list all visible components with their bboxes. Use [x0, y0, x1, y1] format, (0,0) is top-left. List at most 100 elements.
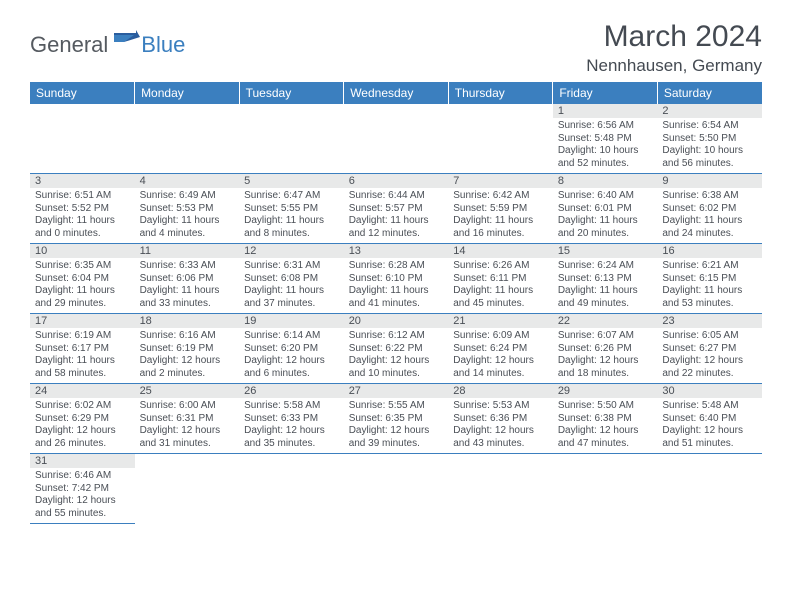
day-number: 5 — [239, 174, 344, 188]
day-details: Sunrise: 6:38 AMSunset: 6:02 PMDaylight:… — [657, 188, 762, 243]
day-number-cell: 19 — [239, 314, 344, 329]
daytext-row: Sunrise: 6:51 AMSunset: 5:52 PMDaylight:… — [30, 188, 762, 244]
day-number: 26 — [239, 384, 344, 398]
day-number-cell: 12 — [239, 244, 344, 259]
day-text-cell: Sunrise: 5:50 AMSunset: 6:38 PMDaylight:… — [553, 398, 658, 454]
day-number-cell: 17 — [30, 314, 135, 329]
day-text-cell: Sunrise: 6:05 AMSunset: 6:27 PMDaylight:… — [657, 328, 762, 384]
day-text-cell: Sunrise: 6:33 AMSunset: 6:06 PMDaylight:… — [135, 258, 240, 314]
day-number-cell: 22 — [553, 314, 658, 329]
day-number-cell — [657, 454, 762, 469]
day-details: Sunrise: 6:14 AMSunset: 6:20 PMDaylight:… — [239, 328, 344, 383]
day-text-cell — [30, 118, 135, 174]
day-details: Sunrise: 6:46 AMSunset: 7:42 PMDaylight:… — [30, 468, 135, 523]
day-details: Sunrise: 6:12 AMSunset: 6:22 PMDaylight:… — [344, 328, 449, 383]
daynum-row: 12 — [30, 104, 762, 118]
day-number: 24 — [30, 384, 135, 398]
day-number: 23 — [657, 314, 762, 328]
day-text-cell: Sunrise: 6:51 AMSunset: 5:52 PMDaylight:… — [30, 188, 135, 244]
day-number-cell: 1 — [553, 104, 658, 118]
day-number-cell — [135, 104, 240, 118]
day-number: 27 — [344, 384, 449, 398]
daytext-row: Sunrise: 6:46 AMSunset: 7:42 PMDaylight:… — [30, 468, 762, 524]
day-number-cell — [239, 104, 344, 118]
day-number: 22 — [553, 314, 658, 328]
day-details: Sunrise: 6:31 AMSunset: 6:08 PMDaylight:… — [239, 258, 344, 313]
day-details: Sunrise: 5:48 AMSunset: 6:40 PMDaylight:… — [657, 398, 762, 453]
day-number: 29 — [553, 384, 658, 398]
day-number: 6 — [344, 174, 449, 188]
daynum-row: 10111213141516 — [30, 244, 762, 259]
day-number-cell: 29 — [553, 384, 658, 399]
calendar-header: SundayMondayTuesdayWednesdayThursdayFrid… — [30, 82, 762, 104]
day-details: Sunrise: 6:56 AMSunset: 5:48 PMDaylight:… — [553, 118, 658, 173]
day-number-cell — [553, 454, 658, 469]
day-text-cell: Sunrise: 6:26 AMSunset: 6:11 PMDaylight:… — [448, 258, 553, 314]
logo: General Blue — [30, 30, 185, 59]
day-number-cell: 16 — [657, 244, 762, 259]
day-number: 7 — [448, 174, 553, 188]
day-number: 20 — [344, 314, 449, 328]
day-details: Sunrise: 6:28 AMSunset: 6:10 PMDaylight:… — [344, 258, 449, 313]
day-number: 30 — [657, 384, 762, 398]
day-number: 21 — [448, 314, 553, 328]
day-text-cell: Sunrise: 6:00 AMSunset: 6:31 PMDaylight:… — [135, 398, 240, 454]
day-number-cell: 11 — [135, 244, 240, 259]
day-number: 9 — [657, 174, 762, 188]
day-number-cell — [135, 454, 240, 469]
day-details: Sunrise: 6:19 AMSunset: 6:17 PMDaylight:… — [30, 328, 135, 383]
day-number: 8 — [553, 174, 658, 188]
daynum-row: 24252627282930 — [30, 384, 762, 399]
day-details: Sunrise: 6:02 AMSunset: 6:29 PMDaylight:… — [30, 398, 135, 453]
day-text-cell: Sunrise: 6:54 AMSunset: 5:50 PMDaylight:… — [657, 118, 762, 174]
calendar-body: 12Sunrise: 6:56 AMSunset: 5:48 PMDayligh… — [30, 104, 762, 524]
day-details: Sunrise: 6:16 AMSunset: 6:19 PMDaylight:… — [135, 328, 240, 383]
day-number-cell: 23 — [657, 314, 762, 329]
day-text-cell: Sunrise: 6:38 AMSunset: 6:02 PMDaylight:… — [657, 188, 762, 244]
day-number-cell — [448, 454, 553, 469]
day-number: 1 — [553, 104, 658, 118]
day-text-cell: Sunrise: 6:09 AMSunset: 6:24 PMDaylight:… — [448, 328, 553, 384]
day-number: 13 — [344, 244, 449, 258]
day-details: Sunrise: 6:05 AMSunset: 6:27 PMDaylight:… — [657, 328, 762, 383]
day-number-cell — [239, 454, 344, 469]
day-details: Sunrise: 6:21 AMSunset: 6:15 PMDaylight:… — [657, 258, 762, 313]
day-number: 17 — [30, 314, 135, 328]
weekday-header: Wednesday — [344, 82, 449, 104]
day-number-cell — [448, 104, 553, 118]
day-text-cell: Sunrise: 6:24 AMSunset: 6:13 PMDaylight:… — [553, 258, 658, 314]
day-details: Sunrise: 6:44 AMSunset: 5:57 PMDaylight:… — [344, 188, 449, 243]
day-text-cell — [448, 468, 553, 524]
day-text-cell: Sunrise: 6:56 AMSunset: 5:48 PMDaylight:… — [553, 118, 658, 174]
day-text-cell: Sunrise: 6:44 AMSunset: 5:57 PMDaylight:… — [344, 188, 449, 244]
day-number-cell: 18 — [135, 314, 240, 329]
day-number: 3 — [30, 174, 135, 188]
day-number: 28 — [448, 384, 553, 398]
day-number-cell: 9 — [657, 174, 762, 189]
day-number: 14 — [448, 244, 553, 258]
day-text-cell — [448, 118, 553, 174]
day-number-cell: 24 — [30, 384, 135, 399]
day-text-cell: Sunrise: 6:35 AMSunset: 6:04 PMDaylight:… — [30, 258, 135, 314]
day-number-cell: 4 — [135, 174, 240, 189]
day-number-cell: 3 — [30, 174, 135, 189]
daynum-row: 3456789 — [30, 174, 762, 189]
day-details: Sunrise: 6:40 AMSunset: 6:01 PMDaylight:… — [553, 188, 658, 243]
day-number-cell: 13 — [344, 244, 449, 259]
day-number-cell: 7 — [448, 174, 553, 189]
day-number: 31 — [30, 454, 135, 468]
day-number-cell: 26 — [239, 384, 344, 399]
day-number-cell: 15 — [553, 244, 658, 259]
day-text-cell — [553, 468, 658, 524]
day-number-cell: 20 — [344, 314, 449, 329]
day-text-cell: Sunrise: 6:19 AMSunset: 6:17 PMDaylight:… — [30, 328, 135, 384]
day-details: Sunrise: 6:42 AMSunset: 5:59 PMDaylight:… — [448, 188, 553, 243]
day-number-cell: 25 — [135, 384, 240, 399]
weekday-header: Saturday — [657, 82, 762, 104]
weekday-header: Tuesday — [239, 82, 344, 104]
day-number-cell — [30, 104, 135, 118]
daynum-row: 17181920212223 — [30, 314, 762, 329]
day-text-cell: Sunrise: 6:49 AMSunset: 5:53 PMDaylight:… — [135, 188, 240, 244]
daytext-row: Sunrise: 6:19 AMSunset: 6:17 PMDaylight:… — [30, 328, 762, 384]
day-number: 18 — [135, 314, 240, 328]
